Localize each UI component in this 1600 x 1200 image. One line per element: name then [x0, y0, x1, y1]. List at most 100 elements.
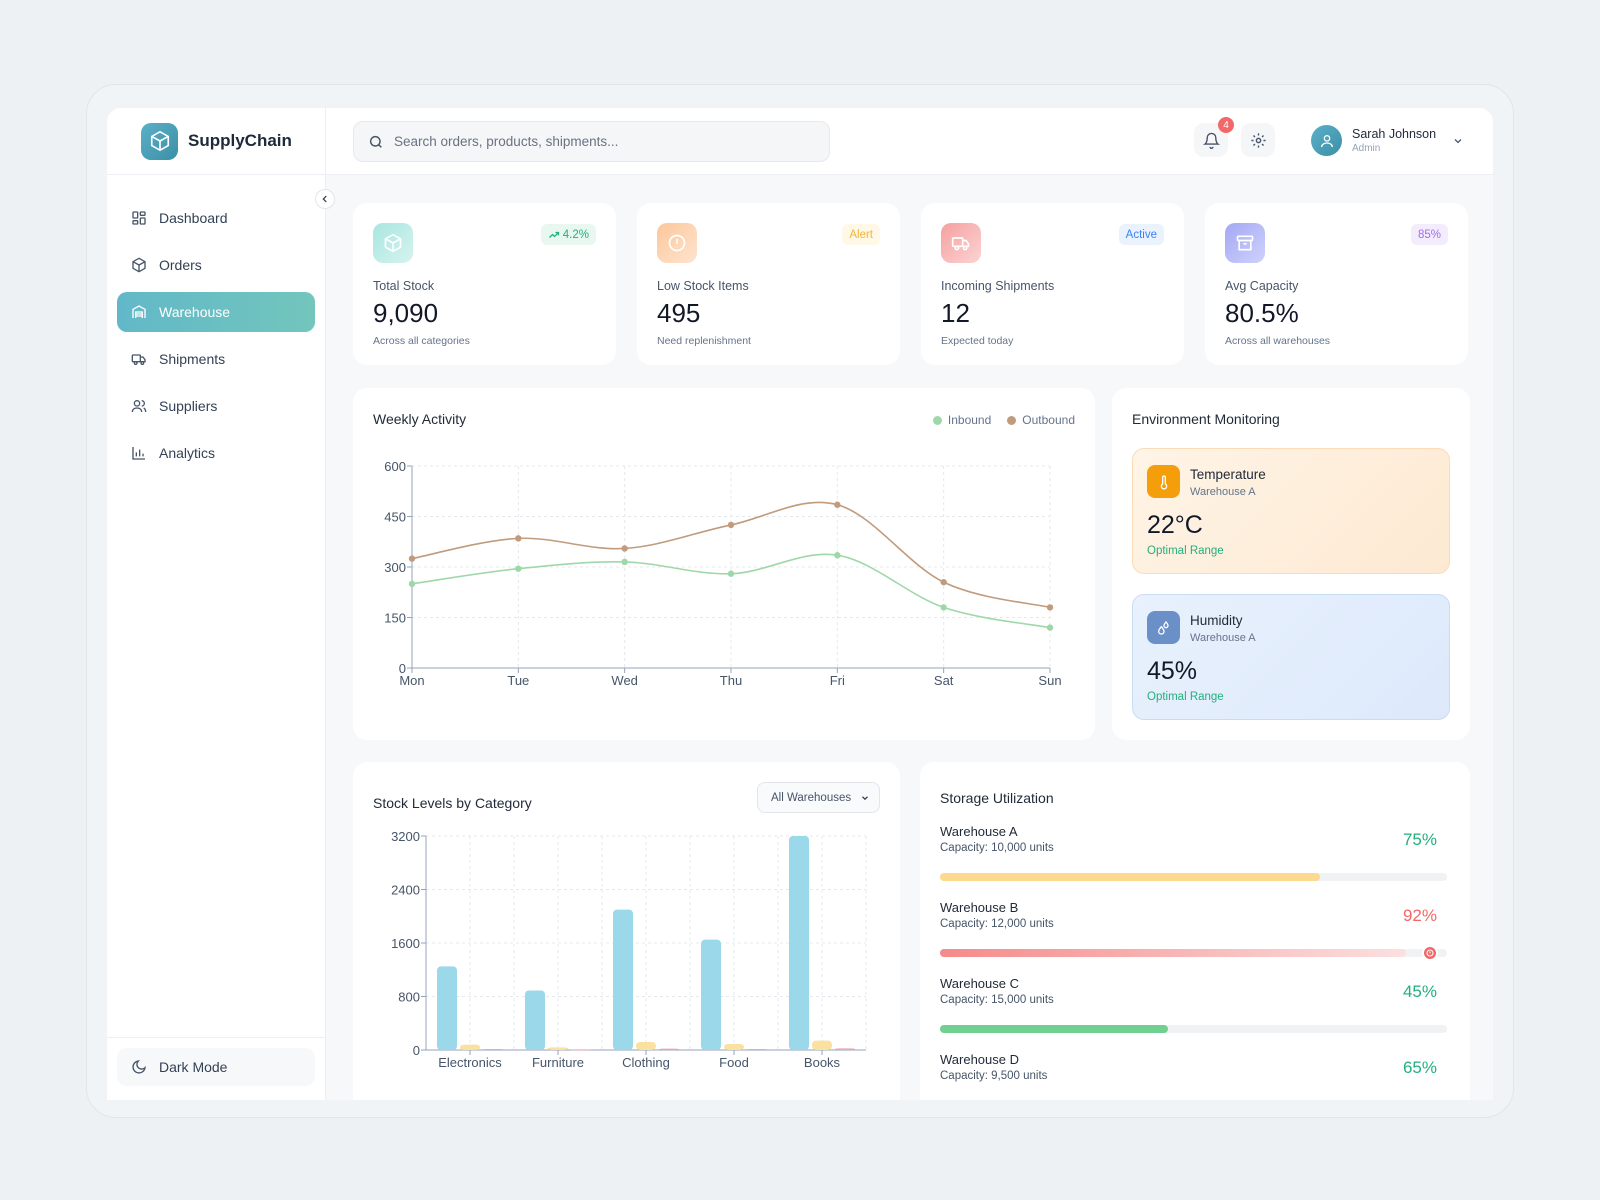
- y-tick-label: 0: [399, 661, 406, 676]
- x-tick-label: Thu: [720, 673, 742, 688]
- x-tick-label: Sat: [934, 673, 954, 688]
- stat-card-total-stock[interactable]: 4.2% Total Stock 9,090 Across all catego…: [353, 203, 616, 365]
- warehouse-row[interactable]: Warehouse C Capacity: 15,000 units 45%: [940, 976, 1457, 1033]
- bar-clothing: [636, 1041, 656, 1050]
- collapse-sidebar-button[interactable]: [315, 189, 335, 209]
- card-title: Environment Monitoring: [1132, 411, 1280, 427]
- warehouse-filter-select[interactable]: All Warehouses: [757, 782, 880, 813]
- data-point-inbound: [940, 604, 947, 611]
- gear-icon: [1250, 132, 1266, 148]
- bar-food: [724, 1043, 744, 1050]
- moon-icon: [132, 1060, 146, 1074]
- data-point-inbound: [515, 565, 522, 572]
- chart-legend: Inbound Outbound: [932, 413, 1075, 427]
- sidebar-item-analytics[interactable]: Analytics: [117, 433, 315, 473]
- settings-button[interactable]: [1241, 123, 1275, 157]
- data-point-outbound: [621, 545, 628, 552]
- sidebar-nav: Dashboard Orders Warehouse Shipments Sup…: [117, 198, 315, 480]
- bar-furniture: [525, 990, 545, 1050]
- bar-books: [835, 1048, 855, 1050]
- stat-subtext: Expected today: [941, 335, 1014, 347]
- sidebar-item-label: Orders: [159, 257, 202, 273]
- sidebar-item-shipments[interactable]: Shipments: [117, 339, 315, 379]
- dark-mode-toggle[interactable]: Dark Mode: [117, 1048, 315, 1086]
- warehouse-capacity: Capacity: 15,000 units: [940, 994, 1054, 1006]
- stat-value: 495: [657, 298, 701, 328]
- warehouse-name: Warehouse B: [940, 900, 1019, 915]
- trend-badge: 4.2%: [540, 224, 596, 245]
- sidebar-item-suppliers[interactable]: Suppliers: [117, 386, 315, 426]
- bar-food: [701, 939, 721, 1050]
- y-tick-label: 2400: [391, 883, 420, 898]
- data-point-outbound: [940, 578, 947, 586]
- box-icon: [132, 257, 146, 273]
- sidebar-item-orders[interactable]: Orders: [117, 245, 315, 285]
- bar-furniture: [571, 1049, 591, 1051]
- search-bar[interactable]: [353, 121, 830, 162]
- env-value: 45%: [1147, 657, 1198, 685]
- select-value: All Warehouses: [771, 791, 852, 804]
- users-icon: [131, 400, 147, 413]
- data-point-inbound: [727, 570, 735, 577]
- alert-circle-icon: [657, 223, 697, 263]
- warehouse-percent: 65%: [1402, 1058, 1437, 1077]
- legend-inbound: Inbound: [932, 413, 991, 427]
- env-location: Warehouse A: [1190, 632, 1256, 644]
- trending-up-icon: [548, 231, 559, 238]
- stat-value: 9,090: [373, 298, 439, 328]
- progress-track: [940, 945, 1447, 961]
- bar-electronics: [460, 1044, 480, 1050]
- warehouse-row[interactable]: Warehouse B Capacity: 12,000 units 92%: [940, 900, 1457, 961]
- warehouse-icon: [132, 305, 146, 318]
- user-menu[interactable]: Sarah Johnson Admin: [1311, 125, 1464, 156]
- notification-count-badge: 4: [1218, 117, 1234, 133]
- sidebar-item-label: Warehouse: [159, 304, 231, 320]
- warehouse-row[interactable]: Warehouse A Capacity: 10,000 units 75%: [940, 824, 1457, 881]
- warehouse-percent: 75%: [1402, 830, 1437, 849]
- x-tick-label: Sun: [1038, 673, 1061, 688]
- stat-label: Low Stock Items: [657, 279, 749, 293]
- warehouse-capacity: Capacity: 10,000 units: [940, 842, 1054, 854]
- brand-name: SupplyChain: [188, 131, 292, 150]
- stock-bar-chart: 0 800 1600 2400 3200 Electronics Furniture Clot…: [391, 829, 867, 1070]
- environment-card: Environment Monitoring Temperature Wareh…: [1112, 388, 1470, 740]
- card-title: Stock Levels by Category: [373, 795, 532, 811]
- stat-card-incoming-shipments[interactable]: Active Incoming Shipments 12 Expected to…: [921, 203, 1184, 365]
- bar-clothing: [659, 1048, 679, 1050]
- warehouse-row[interactable]: Warehouse D Capacity: 9,500 units 65%: [940, 1052, 1457, 1082]
- sidebar-item-dashboard[interactable]: Dashboard: [117, 198, 315, 238]
- notifications-button[interactable]: 4: [1194, 117, 1234, 157]
- temperature-panel[interactable]: Temperature Warehouse A 22°C Optimal Ran…: [1132, 448, 1450, 574]
- search-input[interactable]: [394, 134, 814, 149]
- brand[interactable]: SupplyChain: [107, 108, 326, 175]
- stat-label: Avg Capacity: [1225, 279, 1299, 293]
- stat-label: Incoming Shipments: [941, 279, 1055, 293]
- sidebar-item-warehouse[interactable]: Warehouse: [117, 292, 315, 332]
- x-tick-label: Mon: [399, 673, 424, 688]
- data-point-outbound: [727, 521, 735, 529]
- sidebar-divider: [107, 1037, 326, 1038]
- bar-furniture: [548, 1047, 568, 1050]
- stat-card-low-stock[interactable]: Alert Low Stock Items 495 Need replenish…: [637, 203, 900, 365]
- dark-mode-label: Dark Mode: [159, 1059, 228, 1075]
- humidity-panel[interactable]: Humidity Warehouse A 45% Optimal Range: [1132, 594, 1450, 720]
- cube-logo-icon: [141, 122, 178, 160]
- stat-subtext: Across all warehouses: [1225, 335, 1331, 347]
- data-point-inbound: [621, 558, 628, 566]
- bar-books: [789, 836, 809, 1050]
- stat-card-avg-capacity[interactable]: 85% Avg Capacity 80.5% Across all wareho…: [1205, 203, 1468, 365]
- chevron-down-icon: [1454, 138, 1462, 143]
- x-tick-label: Clothing: [622, 1055, 670, 1070]
- user-icon: [1320, 134, 1333, 147]
- x-tick-label: Electronics: [438, 1055, 502, 1070]
- warehouse-percent: 92%: [1402, 906, 1437, 925]
- status-badge: Active: [1118, 224, 1164, 245]
- env-location: Warehouse A: [1190, 486, 1256, 498]
- stat-label: Total Stock: [373, 279, 435, 293]
- progress-fill: [940, 949, 1407, 957]
- data-point-outbound: [1046, 604, 1054, 611]
- y-tick-label: 0: [413, 1043, 420, 1058]
- x-tick-label: Furniture: [532, 1055, 584, 1070]
- user-role: Admin: [1352, 143, 1381, 154]
- warehouse-capacity: Capacity: 12,000 units: [940, 918, 1054, 930]
